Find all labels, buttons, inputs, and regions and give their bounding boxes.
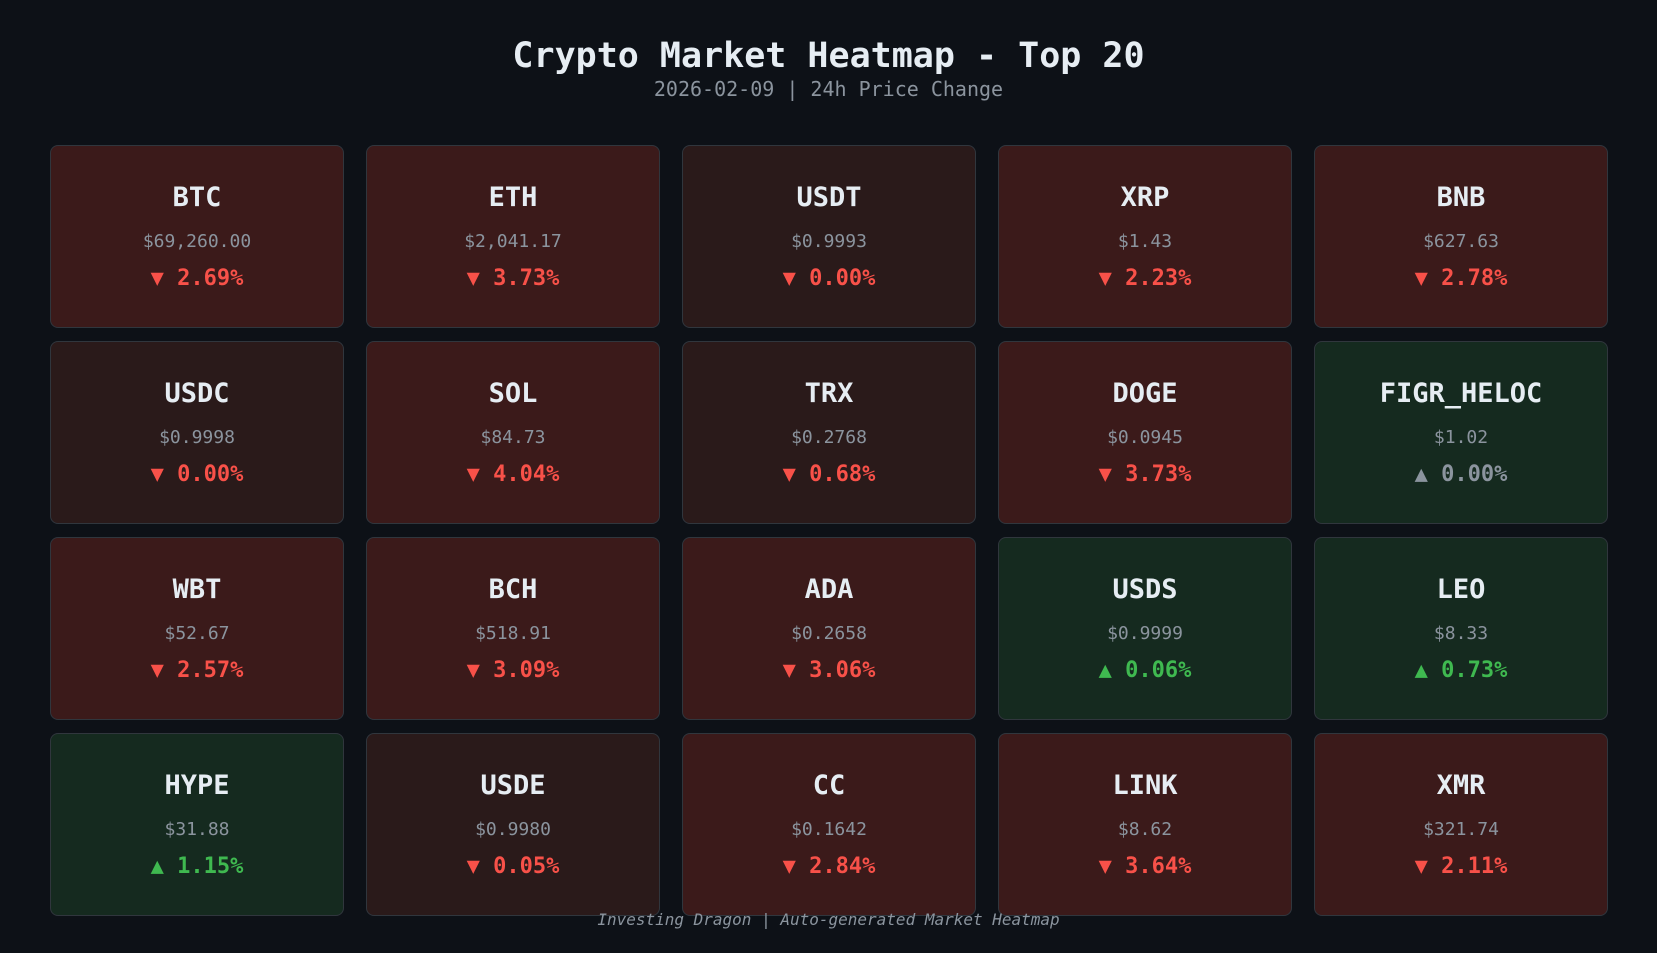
coin-price: $0.9980 — [475, 819, 551, 840]
coin-symbol: CC — [812, 770, 846, 801]
coin-symbol: ETH — [488, 182, 538, 213]
coin-price: $0.2658 — [791, 623, 867, 644]
page-title: Crypto Market Heatmap - Top 20 — [512, 36, 1145, 76]
coin-change: ▼ 2.69% — [150, 266, 244, 291]
coin-change: ▼ 0.05% — [466, 854, 560, 879]
coin-card-xmr: XMR $321.74 ▼ 2.11% — [1314, 733, 1608, 916]
coin-change: ▲ 0.06% — [1098, 658, 1192, 683]
coin-price: $8.33 — [1433, 623, 1489, 644]
coin-symbol: BCH — [488, 574, 538, 605]
coin-card-eth: ETH $2,041.17 ▼ 3.73% — [366, 145, 660, 328]
coin-card-hype: HYPE $31.88 ▲ 1.15% — [50, 733, 344, 916]
coin-change: ▼ 3.09% — [466, 658, 560, 683]
coin-change: ▲ 0.00% — [1414, 462, 1508, 487]
coin-price: $0.9998 — [159, 427, 235, 448]
coin-card-trx: TRX $0.2768 ▼ 0.68% — [682, 341, 976, 524]
coin-symbol: SOL — [488, 378, 538, 409]
coin-card-btc: BTC $69,260.00 ▼ 2.69% — [50, 145, 344, 328]
coin-change: ▼ 3.64% — [1098, 854, 1192, 879]
coin-change: ▼ 3.73% — [466, 266, 560, 291]
coin-symbol: WBT — [172, 574, 222, 605]
coin-change: ▼ 2.84% — [782, 854, 876, 879]
coin-price: $0.1642 — [791, 819, 867, 840]
coin-symbol: USDT — [796, 182, 862, 213]
heatmap-grid: BTC $69,260.00 ▼ 2.69% ETH $2,041.17 ▼ 3.73% U… — [50, 145, 1608, 916]
coin-symbol: USDE — [480, 770, 546, 801]
coin-price: $1.02 — [1433, 427, 1489, 448]
coin-price: $0.9993 — [791, 231, 867, 252]
coin-card-wbt: WBT $52.67 ▼ 2.57% — [50, 537, 344, 720]
coin-card-link: LINK $8.62 ▼ 3.64% — [998, 733, 1292, 916]
coin-symbol: BNB — [1436, 182, 1486, 213]
coin-card-figr_heloc: FIGR_HELOC $1.02 ▲ 0.00% — [1314, 341, 1608, 524]
coin-symbol: LINK — [1112, 770, 1178, 801]
coin-change: ▼ 2.11% — [1414, 854, 1508, 879]
coin-change: ▼ 2.57% — [150, 658, 244, 683]
coin-card-usdt: USDT $0.9993 ▼ 0.00% — [682, 145, 976, 328]
coin-card-bnb: BNB $627.63 ▼ 2.78% — [1314, 145, 1608, 328]
coin-symbol: TRX — [804, 378, 854, 409]
coin-price: $69,260.00 — [142, 231, 252, 252]
coin-price: $2,041.17 — [464, 231, 562, 252]
coin-change: ▼ 2.23% — [1098, 266, 1192, 291]
coin-price: $0.9999 — [1107, 623, 1183, 644]
coin-price: $84.73 — [480, 427, 546, 448]
coin-price: $8.62 — [1117, 819, 1173, 840]
coin-price: $518.91 — [475, 623, 551, 644]
coin-card-cc: CC $0.1642 ▼ 2.84% — [682, 733, 976, 916]
page-subtitle: 2026-02-09 | 24h Price Change — [653, 77, 1004, 101]
coin-price: $31.88 — [164, 819, 230, 840]
coin-symbol: FIGR_HELOC — [1379, 378, 1543, 409]
coin-change: ▼ 0.00% — [150, 462, 244, 487]
coin-price: $627.63 — [1423, 231, 1499, 252]
coin-price: $321.74 — [1423, 819, 1499, 840]
footer: Investing Dragon | Auto-generated Market… — [597, 910, 1060, 929]
coin-change: ▼ 4.04% — [466, 462, 560, 487]
coin-card-usdc: USDC $0.9998 ▼ 0.00% — [50, 341, 344, 524]
coin-symbol: XRP — [1120, 182, 1170, 213]
coin-card-bch: BCH $518.91 ▼ 3.09% — [366, 537, 660, 720]
coin-card-usde: USDE $0.9980 ▼ 0.05% — [366, 733, 660, 916]
coin-card-leo: LEO $8.33 ▲ 0.73% — [1314, 537, 1608, 720]
coin-symbol: XMR — [1436, 770, 1486, 801]
coin-card-sol: SOL $84.73 ▼ 4.04% — [366, 341, 660, 524]
coin-change: ▲ 0.73% — [1414, 658, 1508, 683]
coin-card-xrp: XRP $1.43 ▼ 2.23% — [998, 145, 1292, 328]
coin-price: $52.67 — [164, 623, 230, 644]
coin-symbol: ADA — [804, 574, 854, 605]
coin-card-usds: USDS $0.9999 ▲ 0.06% — [998, 537, 1292, 720]
coin-symbol: BTC — [172, 182, 222, 213]
coin-change: ▼ 0.00% — [782, 266, 876, 291]
coin-card-doge: DOGE $0.0945 ▼ 3.73% — [998, 341, 1292, 524]
coin-symbol: USDS — [1112, 574, 1178, 605]
coin-symbol: HYPE — [164, 770, 230, 801]
coin-change: ▼ 2.78% — [1414, 266, 1508, 291]
coin-change: ▼ 3.73% — [1098, 462, 1192, 487]
coin-price: $0.0945 — [1107, 427, 1183, 448]
coin-symbol: USDC — [164, 378, 230, 409]
coin-symbol: DOGE — [1112, 378, 1178, 409]
coin-change: ▼ 0.68% — [782, 462, 876, 487]
coin-change: ▼ 3.06% — [782, 658, 876, 683]
coin-symbol: LEO — [1436, 574, 1486, 605]
coin-change: ▲ 1.15% — [150, 854, 244, 879]
coin-card-ada: ADA $0.2658 ▼ 3.06% — [682, 537, 976, 720]
coin-price: $1.43 — [1117, 231, 1173, 252]
coin-price: $0.2768 — [791, 427, 867, 448]
